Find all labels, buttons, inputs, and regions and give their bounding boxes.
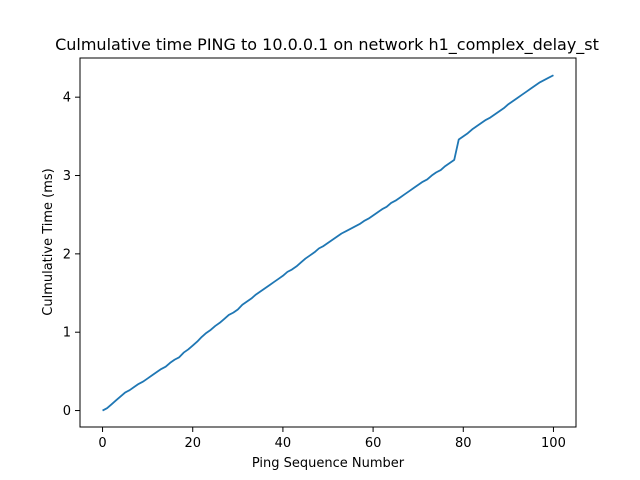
- series-line: [102, 74, 554, 412]
- y-axis-label: Culmulative Time (ms): [41, 168, 56, 315]
- y-tick-label: 1: [63, 326, 71, 341]
- y-tick-label: 0: [63, 404, 71, 419]
- chart-title: Culmulative time PING to 10.0.0.1 on net…: [55, 35, 599, 55]
- x-tick-label: 60: [365, 436, 382, 451]
- x-tick-label: 100: [541, 436, 566, 451]
- x-tick-label: 80: [455, 436, 472, 451]
- plot-area-frame: [79, 57, 577, 428]
- y-tick-label: 2: [63, 247, 71, 262]
- y-tick-label: 4: [63, 91, 71, 106]
- x-tick-label: 20: [184, 436, 201, 451]
- y-tick-label: 3: [63, 169, 71, 184]
- x-tick-label: 0: [98, 436, 106, 451]
- x-tick-label: 40: [275, 436, 292, 451]
- x-axis-label: Ping Sequence Number: [252, 456, 405, 471]
- axis-ticks: 0 20 40 60 80 100 0 1 2 3 4: [63, 91, 566, 451]
